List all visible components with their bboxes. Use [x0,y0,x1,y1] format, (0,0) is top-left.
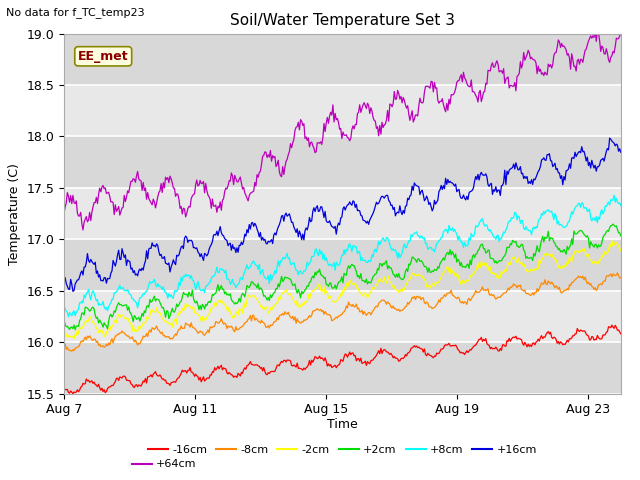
+64cm [617,30,625,36]
Line: +16cm: +16cm [64,138,621,291]
Bar [64,85,621,136]
+2cm [609,221,617,227]
-8cm [68,348,76,354]
Y-axis label: Temperature (C): Temperature (C) [8,163,21,264]
-16cm [69,391,77,396]
+8cm [65,314,72,320]
+2cm [617,233,625,239]
+8cm [617,203,625,208]
-16cm [329,364,337,370]
-8cm [329,317,337,323]
Line: -8cm: -8cm [64,273,621,351]
Bar [64,34,621,85]
-16cm [362,362,370,368]
+8cm [362,259,370,265]
-8cm [614,270,621,276]
+16cm [329,224,337,230]
-16cm [617,331,625,336]
+16cm [60,274,68,280]
+2cm [71,327,79,333]
-2cm [393,287,401,293]
X-axis label: Time: Time [327,418,358,431]
+8cm [329,263,337,268]
+2cm [326,280,333,286]
Line: -2cm: -2cm [64,240,621,339]
+16cm [518,171,525,177]
Bar [64,240,621,291]
-2cm [617,248,625,253]
+2cm [329,285,337,291]
+64cm [518,65,525,71]
-16cm [605,324,612,330]
+64cm [606,60,614,65]
-8cm [60,341,68,347]
-2cm [362,292,370,298]
Text: No data for f_TC_temp23: No data for f_TC_temp23 [6,7,145,18]
+64cm [591,26,599,32]
Bar [64,188,621,240]
+8cm [393,250,401,255]
+8cm [518,217,525,223]
+8cm [60,305,68,311]
+16cm [69,288,77,294]
-8cm [326,312,333,317]
-8cm [518,287,525,292]
+16cm [606,135,614,141]
Line: +64cm: +64cm [64,29,621,230]
+2cm [362,276,370,282]
Bar [64,291,621,342]
+16cm [362,220,370,226]
+8cm [611,192,618,198]
-8cm [362,312,370,318]
-2cm [329,298,337,304]
+16cm [326,218,333,224]
+64cm [329,102,337,108]
-16cm [518,337,525,343]
Bar [64,136,621,188]
+16cm [617,149,625,155]
+64cm [362,106,370,111]
-2cm [60,326,68,332]
+2cm [605,228,612,234]
-2cm [608,238,616,243]
Text: EE_met: EE_met [78,50,129,63]
-16cm [608,322,616,328]
-16cm [60,385,68,391]
-2cm [326,295,333,300]
Bar [64,342,621,394]
+64cm [393,96,401,102]
+16cm [605,147,612,153]
+64cm [60,211,68,216]
-8cm [605,273,612,279]
Line: -16cm: -16cm [64,325,621,394]
Legend: +64cm: +64cm [127,455,201,474]
+2cm [518,241,525,247]
-2cm [605,248,612,254]
-2cm [518,259,525,265]
Title: Soil/Water Temperature Set 3: Soil/Water Temperature Set 3 [230,13,455,28]
+8cm [326,263,333,268]
-8cm [617,275,625,280]
-16cm [393,355,401,361]
+2cm [393,271,401,277]
Line: +8cm: +8cm [64,195,621,317]
+8cm [605,199,612,205]
-16cm [326,363,333,369]
+64cm [326,113,333,119]
+16cm [393,210,401,216]
-8cm [393,307,401,313]
+64cm [79,227,87,233]
-2cm [70,336,78,342]
Line: +2cm: +2cm [64,224,621,330]
+2cm [60,317,68,323]
